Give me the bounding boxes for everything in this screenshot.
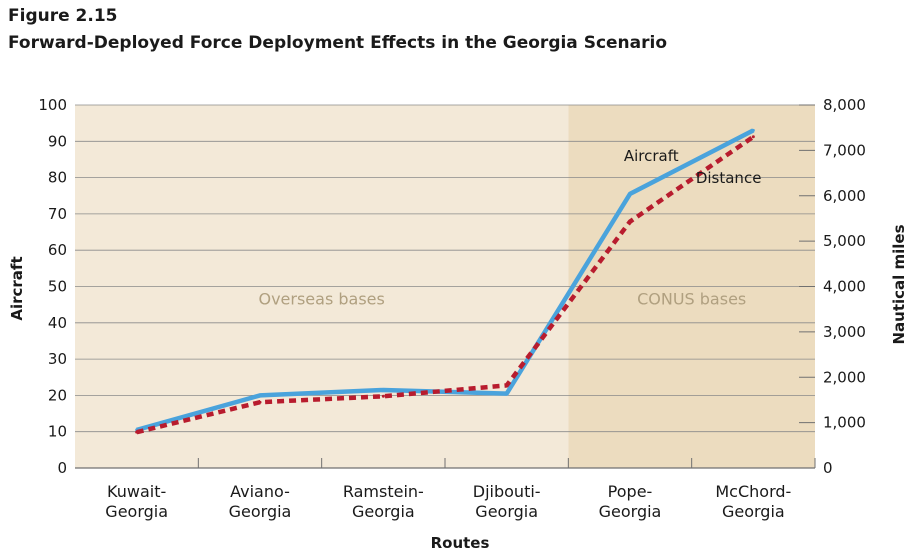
- category-label-3-line-2: Georgia: [352, 502, 415, 521]
- data-point-aircraft-6: [751, 128, 755, 132]
- figure-title: Forward-Deployed Force Deployment Effect…: [8, 33, 668, 53]
- category-label-1-line-1: Kuwait-: [107, 482, 166, 501]
- category-label-1-line-2: Georgia: [105, 502, 168, 521]
- category-label-3-line-1: Ramstein-: [343, 482, 424, 501]
- category-label-4-line-2: Georgia: [475, 502, 538, 521]
- category-label-6-line-2: Georgia: [722, 502, 785, 521]
- chart-labels: Overseas bases CONUS bases Routes Aircraft N…: [8, 147, 908, 552]
- category-label-2: Aviano-Georgia: [229, 482, 292, 521]
- series-label-aircraft: Aircraft: [624, 147, 679, 165]
- tick-label-right-1: 1,000: [823, 414, 866, 432]
- tick-label-left-4: 40: [48, 314, 67, 332]
- tick-label-left-5: 50: [48, 278, 67, 296]
- tick-label-left-0: 0: [57, 459, 67, 477]
- tick-label-right-0: 0: [823, 459, 833, 477]
- category-label-6: McChord-Georgia: [715, 482, 791, 521]
- tick-label-right-5: 5,000: [823, 232, 866, 250]
- data-point-aircraft-5: [628, 192, 632, 196]
- category-label-2-line-2: Georgia: [229, 502, 292, 521]
- figure-label: Figure 2.15: [8, 6, 118, 26]
- data-point-distance-4: [505, 383, 509, 387]
- category-label-2-line-1: Aviano-: [230, 482, 290, 501]
- tick-label-right-4: 4,000: [823, 278, 866, 296]
- tick-label-left-2: 20: [48, 386, 67, 404]
- data-series: [135, 128, 755, 435]
- tick-label-left-9: 90: [48, 132, 67, 150]
- category-label-3: Ramstein-Georgia: [343, 482, 424, 521]
- category-label-5-line-2: Georgia: [599, 502, 662, 521]
- data-point-distance-6: [751, 135, 755, 139]
- category-label-4: Djibouti-Georgia: [473, 482, 541, 521]
- category-label-5-line-1: Pope-: [608, 482, 653, 501]
- tick-label-right-6: 6,000: [823, 187, 866, 205]
- tick-label-left-1: 10: [48, 423, 67, 441]
- series-line-distance: [136, 134, 755, 435]
- data-point-aircraft-2: [258, 393, 262, 397]
- region-label-2: CONUS bases: [637, 290, 746, 309]
- tick-label-left-10: 100: [38, 96, 67, 114]
- category-label-1: Kuwait-Georgia: [105, 482, 168, 521]
- tick-label-right-8: 8,000: [823, 96, 866, 114]
- y-axis-title-right: Nautical miles: [890, 224, 908, 344]
- x-axis-title: Routes: [431, 534, 490, 552]
- tick-label-right-2: 2,000: [823, 368, 866, 386]
- tick-label-left-8: 80: [48, 169, 67, 187]
- data-point-aircraft-3: [381, 388, 385, 392]
- data-point-distance-1: [135, 430, 139, 434]
- y-axis-title-left: Aircraft: [8, 256, 26, 320]
- axis-ticks: 0 10 20 30 40 50 60 70 80 90 100 0 1,000 2,000 3,000 4,…: [38, 96, 866, 521]
- data-point-distance-2: [258, 400, 262, 404]
- data-point-distance-3: [381, 394, 385, 398]
- category-label-6-line-1: McChord-: [715, 482, 791, 501]
- data-point-aircraft-4: [505, 392, 509, 396]
- category-label-4-line-1: Djibouti-: [473, 482, 541, 501]
- tick-label-right-7: 7,000: [823, 141, 866, 159]
- series-label-distance: Distance: [696, 169, 762, 187]
- region-label-1: Overseas bases: [258, 290, 384, 309]
- category-label-5: Pope-Georgia: [599, 482, 662, 521]
- tick-label-left-3: 30: [48, 350, 67, 368]
- tick-label-right-3: 3,000: [823, 323, 866, 341]
- tick-label-left-6: 60: [48, 241, 67, 259]
- data-point-distance-5: [628, 220, 632, 224]
- tick-label-left-7: 70: [48, 205, 67, 223]
